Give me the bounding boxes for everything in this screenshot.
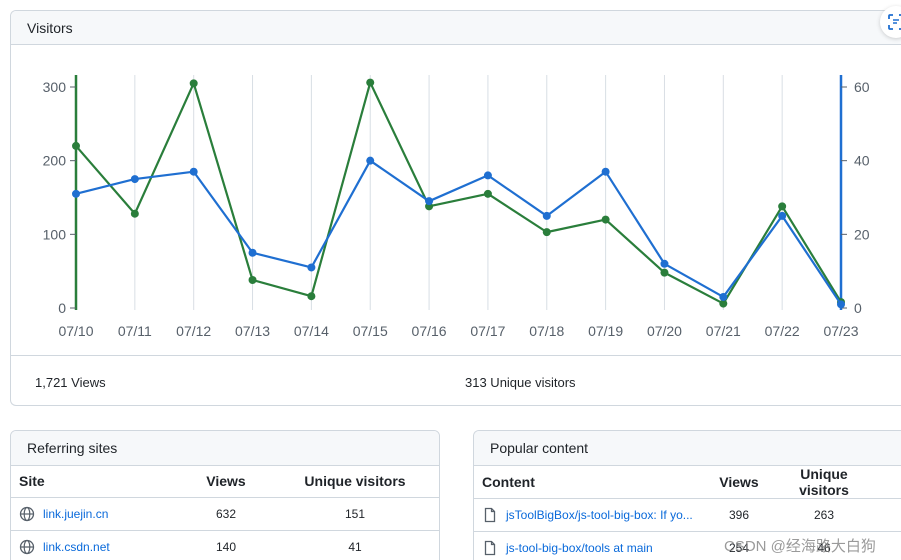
y-right-tick-label: 60 — [854, 79, 870, 95]
x-tick-label: 07/13 — [235, 323, 270, 339]
scan-text-icon — [888, 14, 901, 30]
data-point-right — [307, 263, 316, 272]
x-tick-label: 07/23 — [823, 323, 858, 339]
visitors-panel: Visitors 0 100 200 300 0 20 40 60 07/10 07/11 07/1… — [10, 10, 901, 406]
site-unique: 151 — [271, 497, 439, 531]
x-tick-label: 07/21 — [706, 323, 741, 339]
data-point-right — [837, 300, 845, 309]
popular-table: Content Views Unique visitors jsToolBigB… — [474, 466, 901, 560]
x-tick-label: 07/20 — [647, 323, 682, 339]
y-left-tick-label: 200 — [43, 153, 67, 169]
data-point-left — [542, 228, 551, 237]
column-header-unique: Unique visitors — [774, 466, 874, 499]
table-row: link.juejin.cn 632 151 — [11, 497, 439, 531]
column-header-unique: Unique visitors — [271, 466, 439, 498]
table-header-row: Content Views Unique visitors — [474, 466, 901, 499]
x-tick-label: 07/22 — [765, 323, 800, 339]
column-header-site: Site — [11, 466, 181, 498]
visitors-title: Visitors — [27, 19, 73, 36]
popular-header: Popular content — [474, 431, 901, 466]
data-point-left — [72, 141, 80, 150]
series-line-left — [75, 81, 842, 305]
x-tick-label: 07/17 — [470, 323, 505, 339]
content-link[interactable]: jsToolBigBox/js-tool-big-box: If yo... — [506, 508, 693, 522]
site-views: 140 — [181, 530, 271, 560]
y-left-tick-label: 0 — [58, 300, 66, 316]
file-icon — [482, 540, 498, 556]
x-tick-label: 07/11 — [118, 323, 152, 339]
data-point-left — [660, 268, 669, 277]
unique-visitors-count: 313 Unique visitors — [465, 375, 576, 390]
table-row: link.csdn.net 140 41 — [11, 530, 439, 560]
x-tick-label: 07/15 — [353, 323, 388, 339]
visitors-header: Visitors — [11, 11, 901, 45]
total-views: 1,721 Views — [35, 375, 106, 390]
table-row: jsToolBigBox/js-tool-big-box: If yo... 3… — [474, 498, 901, 532]
content-views: 254 — [704, 531, 774, 560]
referring-header: Referring sites — [11, 431, 439, 466]
content-unique: 263 — [774, 498, 874, 532]
x-tick-label: 07/12 — [176, 323, 211, 339]
y-right-tick-label: 20 — [854, 226, 870, 242]
x-tick-label: 07/14 — [294, 323, 329, 339]
table-row: js-tool-big-box/tools at main 254 46 — [474, 531, 901, 560]
site-link[interactable]: link.csdn.net — [43, 539, 110, 554]
visitors-summary: 1,721 Views 313 Unique visitors — [11, 355, 901, 405]
site-views: 632 — [181, 497, 271, 531]
y-left-tick-label: 300 — [43, 79, 67, 95]
data-point-right — [425, 197, 434, 206]
referring-title: Referring sites — [27, 440, 118, 456]
data-point-left — [366, 78, 375, 87]
site-link[interactable]: link.juejin.cn — [43, 506, 109, 521]
file-icon — [482, 507, 498, 523]
scan-text-button[interactable] — [880, 6, 901, 38]
content-link[interactable]: js-tool-big-box/tools at main — [506, 541, 653, 555]
data-point-right — [189, 167, 198, 176]
globe-icon — [19, 539, 35, 555]
data-point-left — [778, 202, 787, 211]
data-point-right — [130, 175, 139, 184]
globe-icon — [19, 506, 35, 522]
column-header-content: Content — [474, 466, 704, 499]
site-unique: 41 — [271, 530, 439, 560]
column-header-views: Views — [704, 466, 774, 499]
data-point-right — [601, 167, 610, 176]
content-views: 396 — [704, 498, 774, 532]
referring-table: Site Views Unique visitors link.juejin.c… — [11, 466, 439, 560]
data-point-left — [601, 215, 610, 224]
x-tick-label: 07/18 — [529, 323, 564, 339]
referring-sites-panel: Referring sites Site Views Unique visito… — [10, 430, 440, 560]
y-right-tick-label: 0 — [854, 300, 862, 316]
data-point-left — [719, 299, 728, 308]
visitors-chart: 0 100 200 300 0 20 40 60 07/10 07/11 07/12 07/13 07/… — [43, 75, 870, 339]
data-point-right — [72, 189, 80, 198]
series-line-right — [75, 159, 842, 305]
data-point-left — [189, 79, 198, 88]
table-header-row: Site Views Unique visitors — [11, 466, 439, 498]
data-point-right — [366, 156, 375, 165]
popular-content-panel: Popular content Content Views Unique vis… — [473, 430, 901, 560]
data-point-right — [660, 259, 669, 268]
popular-title: Popular content — [490, 440, 589, 456]
content-unique: 46 — [774, 531, 874, 560]
column-header-views: Views — [181, 466, 271, 498]
data-point-left — [307, 292, 316, 301]
x-tick-label: 07/19 — [588, 323, 623, 339]
data-point-right — [483, 171, 492, 180]
data-point-left — [483, 189, 492, 198]
data-point-right — [778, 211, 787, 220]
data-point-left — [248, 276, 257, 285]
x-tick-label: 07/16 — [412, 323, 447, 339]
y-right-tick-label: 40 — [854, 153, 870, 169]
data-point-left — [130, 209, 139, 218]
data-point-right — [248, 248, 257, 257]
watermark: CSDN @经海路大白狗 — [724, 538, 876, 555]
y-left-tick-label: 100 — [43, 226, 67, 242]
data-point-right — [542, 211, 551, 220]
data-point-right — [719, 292, 728, 301]
x-tick-label: 07/10 — [58, 323, 93, 339]
